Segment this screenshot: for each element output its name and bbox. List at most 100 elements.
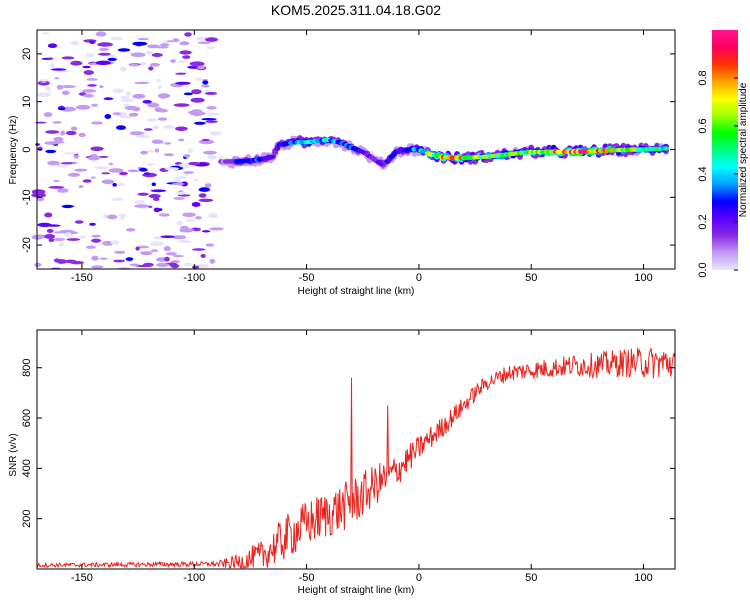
y-tick-label: 20 xyxy=(21,48,33,60)
spectrogram-noise-cell xyxy=(56,188,69,193)
spectrogram-noise-cell xyxy=(128,112,139,117)
spectrogram-noise-cell xyxy=(56,84,64,90)
spectrogram-noise-cell xyxy=(204,183,212,188)
spectrogram-noise-cell xyxy=(186,219,196,222)
x-tick-label: 100 xyxy=(634,572,652,584)
spectrogram-noise-cell xyxy=(148,205,153,208)
spectrogram-noise-cell xyxy=(114,250,126,254)
spectrogram-noise-cell xyxy=(91,255,99,261)
spectrogram-noise-cell xyxy=(157,85,162,89)
spectrogram-noise-cell xyxy=(35,121,47,124)
spectrogram-noise-cell xyxy=(193,113,200,117)
snr-panel: -150 -100 -50 0 50 100 200 400 600 800 Height of… xyxy=(8,329,676,596)
spectrogram-noise-cell xyxy=(127,169,139,173)
spectrogram-noise-cell xyxy=(209,227,224,231)
snr-y-label: SNR (v/v) xyxy=(8,433,19,476)
spectrogram-noise-cell xyxy=(104,55,119,58)
spectrogram-noise-cell xyxy=(60,130,66,136)
spectrogram-noise-cell xyxy=(120,99,135,103)
spectrogram-noise-cell xyxy=(118,213,127,218)
spectrogram-noise-cell xyxy=(98,52,111,56)
spectrogram-noise-cell xyxy=(205,89,210,92)
y-tick-label: 200 xyxy=(21,510,33,528)
spectrogram-noise-cell xyxy=(191,202,201,207)
spectrogram-noise-cell xyxy=(137,37,150,41)
spectrogram-noise-cell xyxy=(112,88,124,93)
spectrogram-noise-cell xyxy=(41,32,50,35)
x-tick-label: 100 xyxy=(634,272,652,284)
spectrogram-noise-cell xyxy=(205,46,216,50)
spectrogram-noise-cell xyxy=(184,173,189,176)
spectrogram-noise-cell xyxy=(191,109,202,113)
snr-background xyxy=(37,330,675,569)
colorbar-tick-label: 0.8 xyxy=(697,70,709,85)
spectrogram-noise-cell xyxy=(146,149,155,153)
spectrogram-noise-cell xyxy=(119,171,128,176)
spectrogram-noise-cell xyxy=(179,41,190,46)
figure-title: KOM5.2025.311.04.18.G02 xyxy=(271,2,441,18)
spectrogram-noise-cell xyxy=(201,138,210,142)
spectrogram-noise-cell xyxy=(70,60,83,66)
spectrogram-noise-cell xyxy=(52,237,66,242)
spectrogram-noise-cell xyxy=(74,168,88,172)
spectrogram-noise-cell xyxy=(209,131,222,136)
spectrogram-noise-cell xyxy=(58,242,65,247)
spectrogram-noise-cell xyxy=(116,182,126,187)
spectrogram-noise-cell xyxy=(110,36,123,41)
x-tick-label: -50 xyxy=(299,572,315,584)
spectrogram-noise-cell xyxy=(108,168,124,173)
spectrogram-noise-cell xyxy=(36,92,51,97)
spectrogram-noise-cell xyxy=(64,152,79,155)
spectrogram-noise-cell xyxy=(198,187,211,192)
y-tick-label: 600 xyxy=(21,409,33,427)
spectrogram-noise-cell xyxy=(73,154,79,159)
spectrogram-noise-cell xyxy=(156,262,170,267)
spectrogram-noise-cell xyxy=(179,228,195,233)
spectrogram-noise-cell xyxy=(48,57,53,60)
x-tick-label: -150 xyxy=(71,572,93,584)
spectrogram-noise-cell xyxy=(111,197,124,201)
spectrogram-noise-cell xyxy=(90,176,96,179)
x-tick-label: 0 xyxy=(416,272,422,284)
spectrogram-noise-cell xyxy=(40,81,47,83)
spectrogram-noise-cell xyxy=(129,263,140,267)
spectrogram-noise-cell xyxy=(170,263,180,269)
spectrogram-noise-cell xyxy=(151,53,163,57)
spectrogram-noise-cell xyxy=(183,92,193,96)
spectrogram-noise-cell xyxy=(201,84,210,88)
spectrogram-noise-cell xyxy=(179,50,192,55)
spectrogram-noise-cell xyxy=(208,212,218,219)
spectrogram-noise-cell xyxy=(83,93,94,98)
spectrogram-noise-cell xyxy=(148,194,161,199)
spectrogram-noise-cell xyxy=(53,136,64,142)
spectrogram-noise-cell xyxy=(64,232,72,238)
spectrogram-noise-cell xyxy=(209,258,216,264)
spectrogram-noise-cell xyxy=(52,121,62,124)
spectrogram-noise-cell xyxy=(134,81,150,85)
spectrogram-noise-cell xyxy=(38,79,51,82)
spectrogram-noise-cell xyxy=(206,106,217,110)
spectrogram-noise-cell xyxy=(172,255,184,258)
spectrogram-noise-cell xyxy=(98,48,110,51)
y-tick-label: 10 xyxy=(21,96,33,108)
y-tick-label: -10 xyxy=(21,189,33,205)
spectrogram-noise-cell xyxy=(157,93,171,99)
spectrogram-noise-cell xyxy=(183,71,190,74)
spectrogram-noise-cell xyxy=(150,189,167,193)
spectrogram-noise-cell xyxy=(110,240,120,245)
spectrogram-noise-cell xyxy=(89,40,96,44)
spectrogram-noise-cell xyxy=(86,53,95,58)
spectrogram-noise-cell xyxy=(144,172,151,175)
spectrogram-noise-cell xyxy=(66,238,81,241)
spectrogram-noise-cell xyxy=(103,97,114,101)
spectrogram-noise-cell xyxy=(205,120,218,123)
spectrogram-noise-cell xyxy=(198,139,215,145)
spectrogram-noise-cell xyxy=(207,154,217,160)
spectrogram-noise-cell xyxy=(95,60,112,65)
spectrogram-noise-cell xyxy=(187,148,193,154)
spectrogram-noise-cell xyxy=(112,112,122,116)
spectrogram-noise-cell xyxy=(104,114,112,119)
spectrogram-noise-cell xyxy=(137,192,149,196)
spectrogram-noise-cell xyxy=(176,220,183,226)
